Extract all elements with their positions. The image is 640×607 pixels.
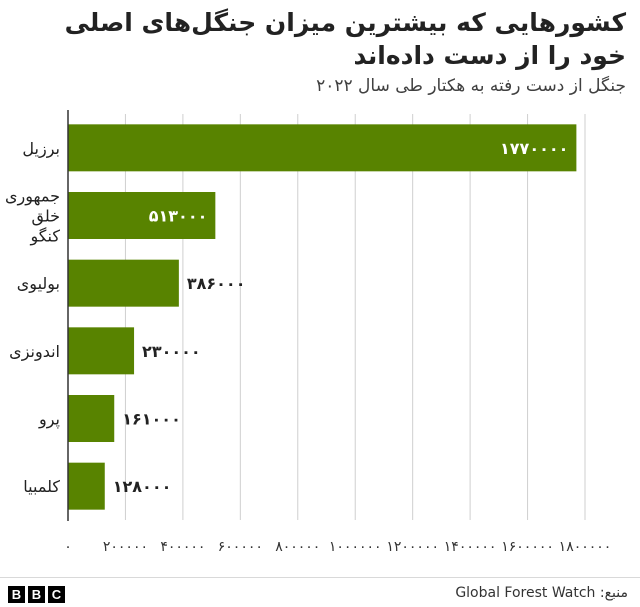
category-label-line: برزیل <box>22 139 60 159</box>
x-tick-label: ۱۴۰۰۰۰۰ <box>444 539 497 555</box>
bar <box>68 192 216 239</box>
x-tick-label: ۱۲۰۰۰۰۰ <box>386 539 439 555</box>
category-label: اندونزی <box>9 342 60 362</box>
bar <box>68 259 179 307</box>
bar-value-label: ۱۷۷۰۰۰۰ <box>500 139 568 158</box>
chart-subtitle: جنگل از دست رفته به هکتار طی سال ۲۰۲۲ <box>316 76 626 96</box>
bar-value-label: ۱۶۱۰۰۰ <box>122 410 181 429</box>
category-label-line: پرو <box>38 410 60 430</box>
category-label: برزیل <box>22 139 60 159</box>
x-tick-label: ۴۰۰۰۰۰ <box>160 539 205 555</box>
category-label-line: جمهوری <box>5 187 60 207</box>
category-label-line: کلمبیا <box>23 477 60 496</box>
category-label: کلمبیا <box>23 477 60 496</box>
x-tick-label: ۲۰۰۰۰۰ <box>103 539 148 555</box>
category-label-line: بولیوی <box>17 274 60 294</box>
bbc-logo-letter: B <box>28 586 45 603</box>
source-note: منبع: Global Forest Watch <box>455 585 628 601</box>
bbc-logo-letter: B <box>8 586 25 603</box>
category-label: جمهوری خلق کنگو <box>5 187 60 247</box>
bar <box>68 327 135 375</box>
footer-divider <box>0 577 640 578</box>
category-label-line: کنگو <box>29 227 60 247</box>
x-tick-label: ۱۸۰۰۰۰۰ <box>559 539 612 555</box>
x-tick-label: ۱۶۰۰۰۰۰ <box>501 539 554 555</box>
bar <box>68 395 115 442</box>
category-label-line: اندونزی <box>9 342 60 362</box>
chart-title: کشورهایی که بیشترین میزان جنگل‌های اصلی … <box>64 8 626 70</box>
category-label: بولیوی <box>17 274 60 294</box>
x-tick-label: ۰ <box>64 539 72 555</box>
category-label: پرو <box>38 410 60 430</box>
x-tick-label: ۱۰۰۰۰۰۰ <box>329 539 382 555</box>
category-label-line: خلق <box>31 207 60 227</box>
bar-value-label: ۳۸۶۰۰۰ <box>187 274 246 293</box>
x-tick-label: ۸۰۰۰۰۰ <box>275 539 320 555</box>
bbc-logo-letter: C <box>48 586 65 603</box>
bar <box>68 124 577 172</box>
bar <box>68 462 105 510</box>
bar-value-label: ۱۲۸۰۰۰ <box>113 477 172 496</box>
bbc-logo: B B C <box>8 586 65 603</box>
bar-chart: ۱۷۷۰۰۰۰ برزیل ۵۱۳۰۰۰ جمهوری خلق کنگو ۳۸۶۰۰۰ بول… <box>5 110 612 555</box>
bar-value-label: ۲۳۰۰۰۰ <box>142 342 201 361</box>
bar-value-label: ۵۱۳۰۰۰ <box>149 207 208 226</box>
x-tick-label: ۶۰۰۰۰۰ <box>218 539 263 555</box>
